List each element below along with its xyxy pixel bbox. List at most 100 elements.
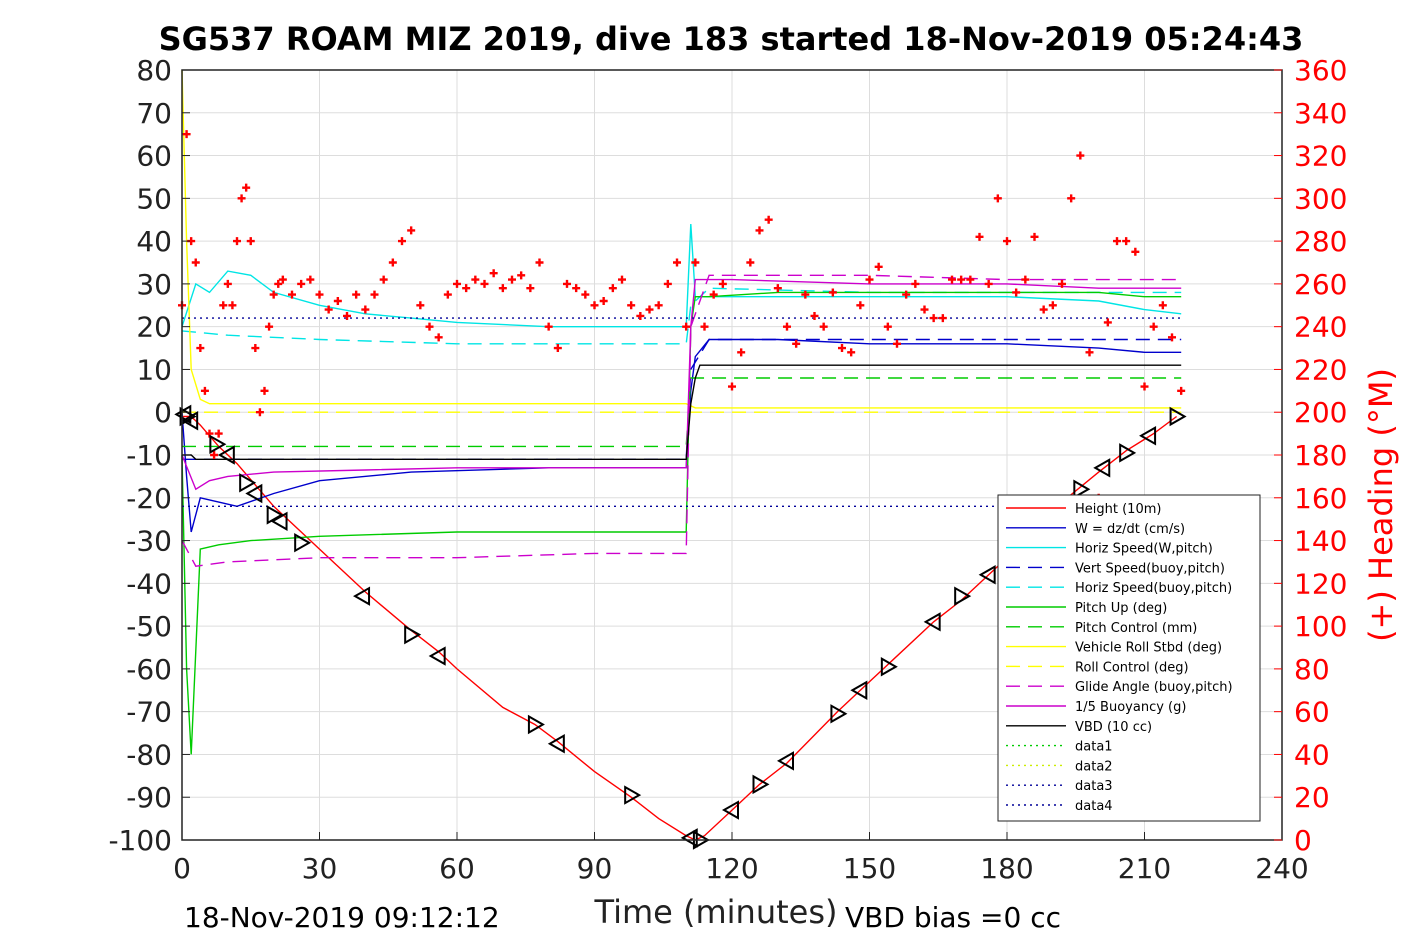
heading-point bbox=[572, 284, 581, 293]
y-right-tick-label: 300 bbox=[1294, 182, 1347, 215]
depth-marker bbox=[880, 657, 898, 677]
heading-point bbox=[498, 284, 507, 293]
heading-point bbox=[618, 275, 626, 284]
y-right-tick-label: 320 bbox=[1294, 140, 1347, 173]
y-right-tick-label: 200 bbox=[1294, 396, 1347, 429]
heading-point bbox=[993, 194, 1002, 203]
y-tick-label: -30 bbox=[126, 525, 172, 558]
y-tick-label: -10 bbox=[126, 439, 172, 472]
heading-point bbox=[801, 290, 810, 299]
y-right-tick-label: 340 bbox=[1294, 97, 1347, 130]
depth-marker bbox=[1093, 458, 1111, 478]
legend-label: Vehicle Roll Stbd (deg) bbox=[1075, 641, 1222, 656]
heading-point bbox=[838, 344, 846, 353]
depth-marker bbox=[1139, 426, 1157, 446]
x-tick-label: 90 bbox=[577, 852, 613, 885]
heading-point bbox=[856, 301, 865, 310]
heading-point bbox=[590, 301, 599, 310]
y-tick-label: -90 bbox=[126, 781, 172, 814]
heading-point bbox=[398, 237, 406, 246]
heading-point bbox=[489, 269, 498, 278]
legend-label: Horiz Speed(buoy,pitch) bbox=[1075, 581, 1232, 596]
heading-point bbox=[654, 301, 663, 310]
legend-label: data2 bbox=[1075, 759, 1113, 774]
heading-point bbox=[828, 288, 837, 297]
legend-label: Roll Control (deg) bbox=[1075, 660, 1189, 675]
y-tick-label: 60 bbox=[136, 140, 172, 173]
x-tick-label: 180 bbox=[980, 852, 1033, 885]
heading-point bbox=[1021, 275, 1030, 284]
legend-label: VBD (10 cc) bbox=[1075, 720, 1152, 735]
y-right-tick-label: 120 bbox=[1294, 567, 1347, 600]
heading-point bbox=[746, 258, 755, 267]
depth-marker bbox=[547, 734, 565, 754]
y-right-tick-label: 0 bbox=[1294, 824, 1312, 857]
heading-point bbox=[773, 284, 782, 293]
y-right-tick-label: 260 bbox=[1294, 268, 1347, 301]
heading-point bbox=[728, 382, 736, 391]
heading-point bbox=[902, 290, 911, 299]
depth-marker bbox=[404, 624, 422, 645]
y-tick-label: -60 bbox=[126, 653, 172, 686]
x-axis-label: Time (minutes) bbox=[594, 893, 838, 931]
depth-marker bbox=[294, 532, 312, 553]
heading-point bbox=[1177, 386, 1186, 395]
y-right-tick-label: 60 bbox=[1294, 696, 1330, 729]
heading-point bbox=[333, 297, 342, 305]
depth-marker bbox=[850, 680, 868, 701]
heading-point bbox=[237, 194, 246, 203]
heading-point bbox=[883, 322, 892, 331]
legend-label: data1 bbox=[1075, 740, 1113, 755]
heading-point bbox=[1058, 279, 1066, 288]
heading-point bbox=[975, 232, 984, 241]
y-tick-label: -50 bbox=[126, 610, 172, 643]
heading-point bbox=[228, 301, 237, 310]
depth-marker bbox=[181, 411, 199, 431]
heading-point bbox=[288, 290, 296, 299]
heading-point bbox=[246, 237, 255, 246]
heading-point bbox=[1103, 318, 1112, 327]
x-tick-label: 0 bbox=[173, 852, 191, 885]
heading-point bbox=[599, 297, 608, 305]
depth-marker bbox=[270, 511, 288, 532]
heading-point bbox=[1030, 232, 1039, 241]
x-tick-label: 150 bbox=[843, 852, 896, 885]
y-right-tick-label: 20 bbox=[1294, 781, 1330, 814]
heading-point bbox=[1003, 237, 1011, 246]
heading-point bbox=[416, 301, 425, 310]
heading-point bbox=[260, 386, 269, 395]
heading-point bbox=[223, 279, 232, 288]
heading-point bbox=[663, 279, 672, 288]
heading-point bbox=[480, 279, 489, 288]
heading-point bbox=[535, 258, 544, 267]
heading-point bbox=[265, 322, 274, 331]
heading-point bbox=[425, 322, 434, 331]
heading-point bbox=[269, 290, 278, 299]
heading-point bbox=[1012, 288, 1021, 297]
heading-point bbox=[682, 322, 691, 331]
depth-marker bbox=[239, 473, 257, 493]
legend-label: Pitch Control (mm) bbox=[1075, 621, 1197, 636]
heading-point bbox=[627, 301, 636, 310]
heading-point bbox=[563, 279, 571, 288]
heading-point bbox=[948, 275, 956, 284]
depth-marker bbox=[978, 565, 996, 585]
depth-marker bbox=[1073, 479, 1091, 499]
y-tick-label: 20 bbox=[136, 311, 172, 344]
legend-label: data4 bbox=[1075, 799, 1113, 814]
heading-point bbox=[1149, 322, 1158, 331]
heading-point bbox=[865, 275, 874, 284]
series-line-7 bbox=[181, 69, 1182, 409]
depth-marker bbox=[1119, 443, 1137, 463]
heading-layer bbox=[178, 130, 1186, 502]
y-right-tick-label: 100 bbox=[1294, 610, 1347, 643]
heading-point bbox=[1048, 301, 1057, 310]
heading-point bbox=[219, 301, 228, 310]
heading-point bbox=[911, 279, 920, 288]
series-line-10 bbox=[181, 278, 1182, 491]
heading-point bbox=[700, 322, 709, 331]
heading-point bbox=[636, 311, 645, 320]
heading-point bbox=[517, 271, 526, 280]
depth-marker bbox=[1169, 406, 1187, 427]
